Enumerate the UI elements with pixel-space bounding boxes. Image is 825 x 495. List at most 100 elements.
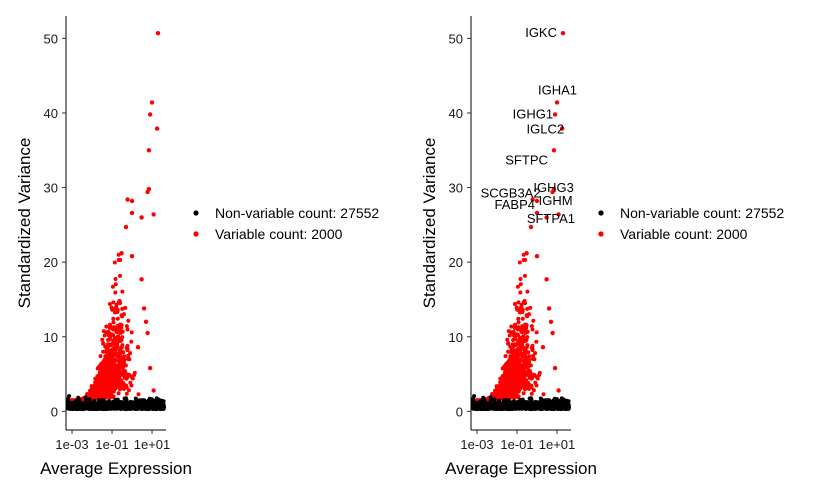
variable-point xyxy=(521,378,526,383)
variable-point xyxy=(114,351,118,356)
variable-point xyxy=(127,357,132,362)
variable-point xyxy=(101,360,106,365)
non-variable-point xyxy=(71,401,76,406)
variable-point xyxy=(108,324,113,329)
variable-point xyxy=(514,383,519,388)
non-variable-point xyxy=(115,397,120,402)
variable-point xyxy=(105,387,110,392)
variable-point xyxy=(145,189,150,195)
variable-point xyxy=(107,302,112,306)
variable-point xyxy=(135,345,141,350)
variable-point xyxy=(114,330,119,335)
variable-point xyxy=(528,305,533,310)
variable-point xyxy=(124,345,129,350)
y-tick-label: 0 xyxy=(456,404,463,419)
legend-label-non-variable: Non-variable count: 27552 xyxy=(215,205,379,221)
variable-point xyxy=(544,277,549,282)
variable-point xyxy=(117,257,123,263)
variable-point xyxy=(524,313,529,318)
non-variable-point xyxy=(480,401,486,407)
variable-point xyxy=(541,392,546,397)
variable-point xyxy=(521,391,526,396)
variable-point xyxy=(113,277,118,281)
variable-point xyxy=(506,349,511,354)
variable-point xyxy=(110,284,115,289)
x-tick-label: 1e-01 xyxy=(500,437,533,452)
variable-point xyxy=(117,366,122,371)
variable-point xyxy=(129,254,135,259)
variable-point xyxy=(548,319,554,324)
variable-point xyxy=(124,391,129,396)
variable-point xyxy=(129,210,135,216)
non-variable-point xyxy=(529,397,534,402)
non-variable-point xyxy=(548,400,553,405)
highlighted-points xyxy=(480,31,569,409)
x-tick-label: 1e-03 xyxy=(55,437,88,452)
variable-point xyxy=(96,365,101,370)
variable-point xyxy=(113,326,117,331)
variable-point xyxy=(101,341,106,346)
non-variable-point xyxy=(159,402,164,407)
variable-point xyxy=(108,394,113,399)
non-variable-point xyxy=(87,397,92,402)
non-variable-point xyxy=(510,406,515,411)
variable-point xyxy=(518,348,523,353)
variable-point xyxy=(522,366,527,371)
variable-point xyxy=(518,282,523,287)
variable-point xyxy=(552,365,558,371)
non-variable-point xyxy=(100,399,105,404)
variable-point xyxy=(510,367,515,372)
non-variable-point xyxy=(508,402,514,407)
variable-point xyxy=(560,31,566,36)
non-variable-point xyxy=(471,400,476,405)
variable-point xyxy=(132,373,137,377)
variable-point xyxy=(507,389,512,393)
variable-point xyxy=(116,300,121,305)
variable-point xyxy=(506,360,511,365)
variable-point xyxy=(550,189,555,195)
variable-point xyxy=(110,366,115,370)
variable-point xyxy=(532,357,537,362)
variable-point xyxy=(523,352,527,357)
variable-point xyxy=(154,126,160,131)
variable-point xyxy=(544,215,549,220)
variable-point xyxy=(105,367,110,372)
gene-label: IGHM xyxy=(539,193,573,208)
non-variable-point xyxy=(133,396,138,401)
variable-point xyxy=(110,372,115,377)
variable-point xyxy=(108,389,113,394)
variable-point xyxy=(115,307,120,312)
variable-point xyxy=(126,353,131,358)
non-variable-point xyxy=(112,405,116,410)
variable-point xyxy=(525,343,530,348)
variable-point xyxy=(529,345,534,350)
variable-point xyxy=(128,351,133,356)
non-variable-point xyxy=(89,402,95,407)
non-variable-point xyxy=(494,402,500,407)
legend: Non-variable count: 27552 Variable count… xyxy=(598,205,784,242)
variable-point xyxy=(515,353,520,357)
variable-point xyxy=(123,363,128,368)
gene-label: IGHG3 xyxy=(533,180,573,195)
variable-point xyxy=(540,345,546,350)
non-variable-point xyxy=(99,402,104,407)
y-tick-label: 0 xyxy=(51,404,58,419)
variable-point xyxy=(118,359,123,364)
variable-point xyxy=(121,355,126,360)
legend-marker-variable xyxy=(193,231,199,237)
variable-point xyxy=(516,300,521,305)
non-variable-point xyxy=(143,400,148,405)
y-tick-label: 50 xyxy=(44,31,58,46)
variable-point xyxy=(524,251,529,256)
variable-point xyxy=(143,319,149,324)
variable-point xyxy=(106,343,111,348)
variable-point xyxy=(106,333,111,338)
non-variable-point xyxy=(128,405,133,410)
variable-point xyxy=(105,382,110,386)
gene-label: IGKC xyxy=(525,25,557,40)
axes: 0 10 20 30 40 50 1e-03 1e-01 1e+01 xyxy=(44,16,170,452)
variable-point xyxy=(136,392,141,397)
variable-point xyxy=(517,260,522,265)
variable-point xyxy=(517,336,522,341)
y-tick-label: 40 xyxy=(44,106,58,121)
